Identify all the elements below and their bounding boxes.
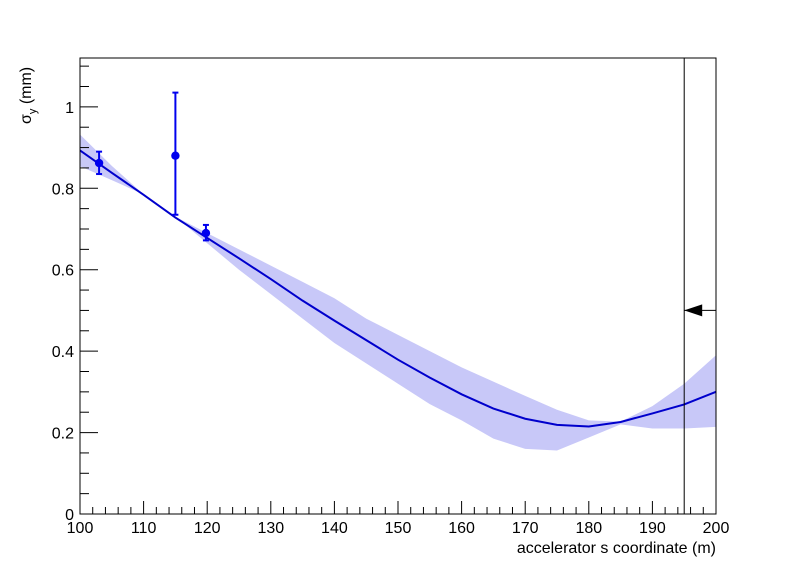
x-tick-label: 140	[321, 520, 348, 537]
x-tick-label: 170	[512, 520, 539, 537]
x-tick-label: 160	[448, 520, 475, 537]
x-tick-label: 200	[703, 520, 730, 537]
y-tick-label: 0.8	[52, 181, 74, 198]
y-axis-label-symbol: σ	[18, 114, 35, 124]
data-point-2	[171, 151, 180, 160]
y-axis-label-subscript: y	[27, 108, 39, 114]
y-tick-label: 0.6	[52, 263, 74, 280]
error-band	[80, 134, 716, 451]
x-tick-label: 120	[194, 520, 221, 537]
y-axis-label: σy (mm)	[18, 67, 39, 124]
x-tick-label: 100	[67, 520, 94, 537]
x-tick-label: 180	[575, 520, 602, 537]
data-point-3	[201, 228, 211, 238]
data-point-1	[94, 158, 104, 168]
x-tick-label: 190	[639, 520, 666, 537]
arrow-head-left	[684, 304, 703, 317]
x-tick-label: 150	[385, 520, 412, 537]
y-tick-label: 0	[65, 507, 74, 524]
y-tick-label: 0.4	[52, 344, 74, 361]
y-tick-label: 0.2	[52, 426, 74, 443]
fit-line	[80, 149, 716, 428]
x-axis-label: accelerator s coordinate (m)	[517, 540, 716, 557]
y-axis-label-unit: (mm)	[18, 67, 35, 109]
y-tick-label: 1	[65, 100, 74, 117]
x-tick-label: 110	[131, 520, 157, 537]
x-tick-label: 130	[257, 520, 284, 537]
